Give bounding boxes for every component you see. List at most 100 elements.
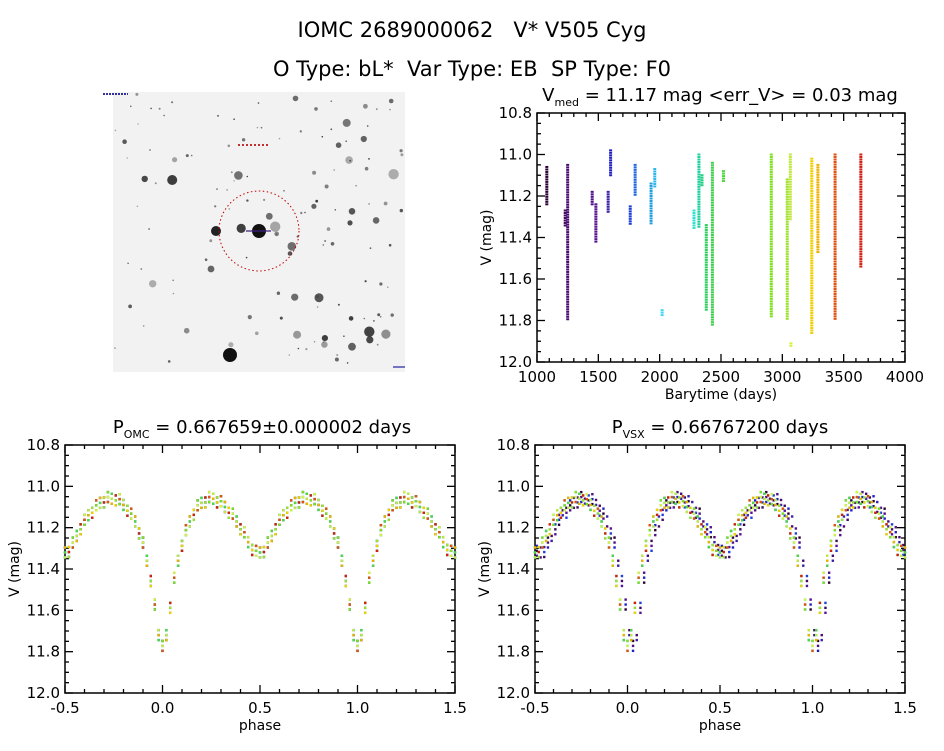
- data-point: [746, 514, 749, 517]
- data-point: [816, 649, 820, 653]
- star: [372, 217, 380, 224]
- data-point: [744, 516, 748, 519]
- data-point: [641, 564, 644, 567]
- data-point: [360, 638, 363, 642]
- data-point: [766, 499, 770, 502]
- data-point: [200, 506, 203, 510]
- data-point: [742, 518, 746, 522]
- data-point: [822, 576, 825, 579]
- data-point: [692, 212, 696, 215]
- data-point: [676, 490, 679, 494]
- data-point: [711, 553, 714, 557]
- data-point: [697, 198, 701, 201]
- data-point: [737, 513, 740, 517]
- data-point: [602, 517, 605, 520]
- data-point: [704, 248, 708, 251]
- data-point: [726, 546, 729, 549]
- data-point: [833, 228, 837, 231]
- data-point: [816, 206, 820, 209]
- data-point: [173, 571, 176, 574]
- data-point: [785, 282, 789, 285]
- data-point: [286, 506, 289, 510]
- data-point: [606, 195, 610, 198]
- x-tick-label: -0.5: [50, 699, 79, 717]
- data-point: [685, 510, 688, 514]
- data-point: [710, 246, 714, 249]
- data-point: [169, 611, 172, 615]
- data-point: [833, 263, 837, 266]
- data-point: [670, 495, 674, 499]
- data-point: [816, 226, 820, 229]
- star: [234, 171, 243, 180]
- star: [245, 256, 248, 259]
- data-point: [79, 533, 82, 536]
- data-point: [900, 554, 903, 557]
- data-point: [870, 500, 873, 504]
- data-point: [772, 504, 775, 507]
- data-point: [609, 164, 613, 167]
- data-point: [846, 518, 849, 522]
- data-point: [810, 326, 814, 329]
- data-point: [868, 496, 872, 499]
- data-point: [798, 546, 801, 549]
- data-point: [710, 219, 714, 222]
- data-point: [710, 293, 714, 296]
- data-point: [700, 181, 704, 184]
- data-point: [816, 193, 820, 196]
- data-point: [649, 197, 653, 200]
- data-point: [566, 270, 570, 273]
- data-point: [697, 183, 701, 186]
- data-point: [704, 308, 708, 311]
- data-point: [890, 523, 894, 526]
- data-point: [566, 208, 570, 211]
- data-point: [535, 544, 539, 548]
- data-point: [449, 544, 453, 548]
- data-point: [810, 202, 814, 205]
- star: [183, 327, 190, 334]
- x-axis-label: phase: [239, 718, 281, 734]
- data-point: [894, 531, 897, 534]
- data-point: [639, 606, 642, 610]
- data-point: [697, 165, 701, 168]
- data-point: [796, 554, 799, 557]
- data-point: [309, 504, 312, 507]
- data-point: [742, 523, 746, 526]
- data-point: [649, 212, 653, 215]
- data-point: [744, 506, 748, 510]
- data-point: [787, 517, 790, 520]
- data-point: [805, 584, 809, 588]
- data-point: [566, 211, 570, 214]
- data-point: [769, 270, 773, 273]
- data-point: [215, 501, 219, 504]
- data-point: [785, 270, 789, 273]
- data-point: [563, 221, 567, 224]
- data-point: [816, 168, 820, 171]
- data-point: [556, 509, 559, 512]
- data-point: [410, 501, 414, 504]
- data-point: [776, 502, 779, 506]
- data-point: [874, 506, 877, 510]
- data-point: [721, 180, 725, 183]
- data-point: [317, 498, 320, 502]
- data-point: [557, 518, 561, 522]
- data-point: [769, 250, 773, 253]
- data-point: [710, 189, 714, 192]
- data-point: [892, 540, 896, 544]
- data-point: [761, 501, 764, 504]
- data-point: [769, 310, 773, 313]
- data-point: [141, 536, 145, 539]
- y-tick-label: 12.0: [497, 684, 530, 702]
- data-point: [833, 210, 837, 213]
- data-point: [794, 527, 798, 530]
- data-point: [721, 170, 725, 173]
- data-point: [270, 529, 273, 533]
- data-point: [620, 584, 624, 588]
- data-point: [833, 160, 837, 163]
- data-point: [379, 523, 383, 527]
- data-point: [609, 174, 613, 177]
- data-point: [887, 520, 890, 523]
- data-point: [859, 250, 863, 253]
- data-point: [609, 161, 613, 164]
- data-point: [863, 506, 866, 509]
- data-point: [798, 536, 801, 539]
